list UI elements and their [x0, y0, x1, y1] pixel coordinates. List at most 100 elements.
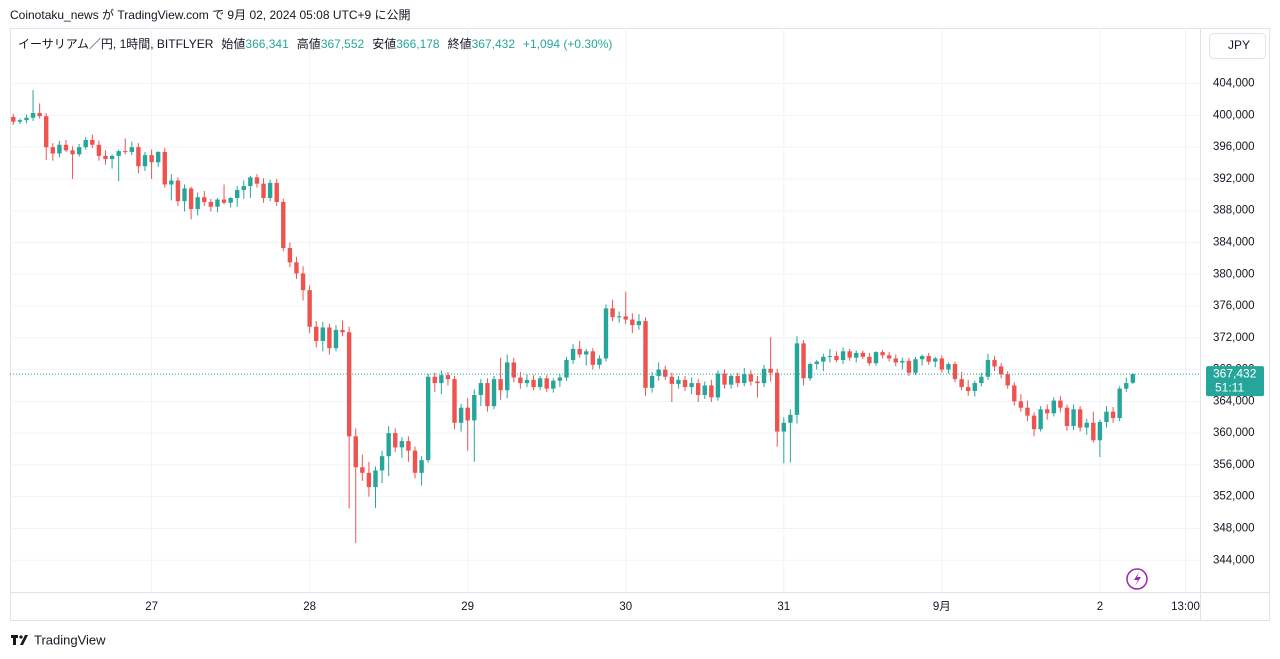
candle-body — [1104, 411, 1109, 423]
candle-body — [695, 383, 701, 395]
candle-body — [1077, 409, 1083, 428]
candle-body — [274, 182, 279, 202]
candle-body — [116, 151, 121, 156]
candle-body — [1031, 415, 1037, 430]
candle-body — [623, 316, 628, 320]
candle-body — [649, 375, 655, 388]
candle-body — [597, 358, 602, 365]
legend-value: 367,552 — [321, 37, 365, 51]
candle-body — [386, 433, 391, 457]
last-price: 367,432 — [1213, 366, 1257, 380]
candle-body — [136, 147, 141, 167]
candle-body — [1025, 407, 1030, 416]
legend-value: 366,341 — [245, 37, 289, 51]
candles — [11, 89, 1136, 543]
candle-body — [169, 180, 174, 185]
x-tick-label: 2 — [1097, 601, 1103, 613]
currency[interactable]: JPY — [1228, 38, 1250, 52]
candle-body — [353, 436, 358, 468]
candle-body — [393, 433, 398, 448]
y-tick-label: 364,000 — [1213, 395, 1255, 407]
y-tick-label: 344,000 — [1213, 554, 1255, 566]
candle-body — [406, 441, 411, 451]
candle-body — [96, 144, 102, 156]
legend-value: 366,178 — [396, 37, 440, 51]
candle-body — [768, 368, 773, 373]
candle-body — [491, 379, 497, 407]
candle-body — [992, 360, 997, 367]
candle-body — [202, 197, 207, 202]
candle-body — [1051, 400, 1057, 414]
candle-body — [676, 379, 681, 384]
candle-body — [728, 375, 734, 385]
candle-body — [886, 355, 892, 359]
candle-body — [709, 385, 714, 398]
candle-body — [327, 327, 332, 349]
candle-body — [281, 201, 286, 249]
candle-body — [155, 151, 161, 163]
candle-body — [524, 379, 530, 384]
candle-body — [880, 352, 885, 356]
candle-body — [702, 385, 707, 395]
candle-body — [616, 316, 622, 318]
candle-body — [208, 201, 214, 207]
candle-body — [320, 327, 326, 341]
candle-body — [755, 381, 760, 384]
candle-body — [807, 364, 813, 379]
candle-body — [215, 199, 220, 207]
candle-body — [840, 351, 846, 361]
candle-body — [498, 379, 503, 391]
published: Coinotaku_news が TradingView.com で 9月 02… — [10, 7, 411, 22]
y-tick-label: 360,000 — [1213, 427, 1255, 439]
candle-body — [129, 147, 135, 152]
candle-body — [221, 199, 227, 203]
candle-body — [748, 374, 754, 382]
x-tick-label: 30 — [619, 601, 632, 613]
candle-body — [1058, 400, 1063, 408]
y-tick-label: 348,000 — [1213, 522, 1255, 534]
candle-body — [452, 379, 457, 423]
candle-body — [340, 329, 345, 333]
candle-body — [478, 383, 484, 395]
y-tick-label: 404,000 — [1213, 78, 1255, 90]
candle-body — [794, 343, 800, 415]
x-tick-label: 9月 — [933, 601, 951, 613]
candle-body — [656, 369, 661, 376]
candle-body — [860, 352, 866, 357]
candle-body — [1130, 374, 1136, 383]
countdown: 51:11 — [1215, 380, 1244, 394]
candle-body — [1097, 422, 1103, 441]
candle-body — [900, 360, 905, 363]
candle-body — [1091, 422, 1096, 441]
candle-body — [965, 387, 971, 392]
candle-body — [1005, 374, 1010, 386]
candle-body — [76, 147, 82, 155]
candle-body — [952, 364, 958, 380]
candle-body — [195, 197, 200, 210]
candle-body — [294, 262, 299, 274]
candle-body — [663, 369, 668, 377]
candle-body — [979, 376, 984, 384]
candle-body — [893, 358, 898, 363]
candle-body — [307, 290, 312, 327]
candle-body — [57, 144, 62, 154]
candle-body — [90, 140, 95, 145]
candle-body — [1012, 385, 1017, 402]
candle-body — [742, 374, 747, 384]
candle-body — [577, 348, 582, 355]
candle-body — [1038, 409, 1043, 430]
candle-body — [682, 379, 688, 388]
candle-body — [544, 378, 549, 389]
currency-button[interactable] — [1209, 33, 1266, 59]
candle-body — [827, 356, 833, 358]
candle-body — [913, 359, 918, 373]
y-tick-label: 400,000 — [1213, 109, 1255, 121]
candle-body — [419, 460, 424, 473]
candle-body — [439, 375, 444, 384]
candle-body — [985, 360, 991, 377]
legend-label: 高値 — [297, 36, 321, 51]
candle-body — [715, 373, 721, 398]
candle-body — [906, 360, 912, 373]
candle-body — [30, 112, 36, 118]
